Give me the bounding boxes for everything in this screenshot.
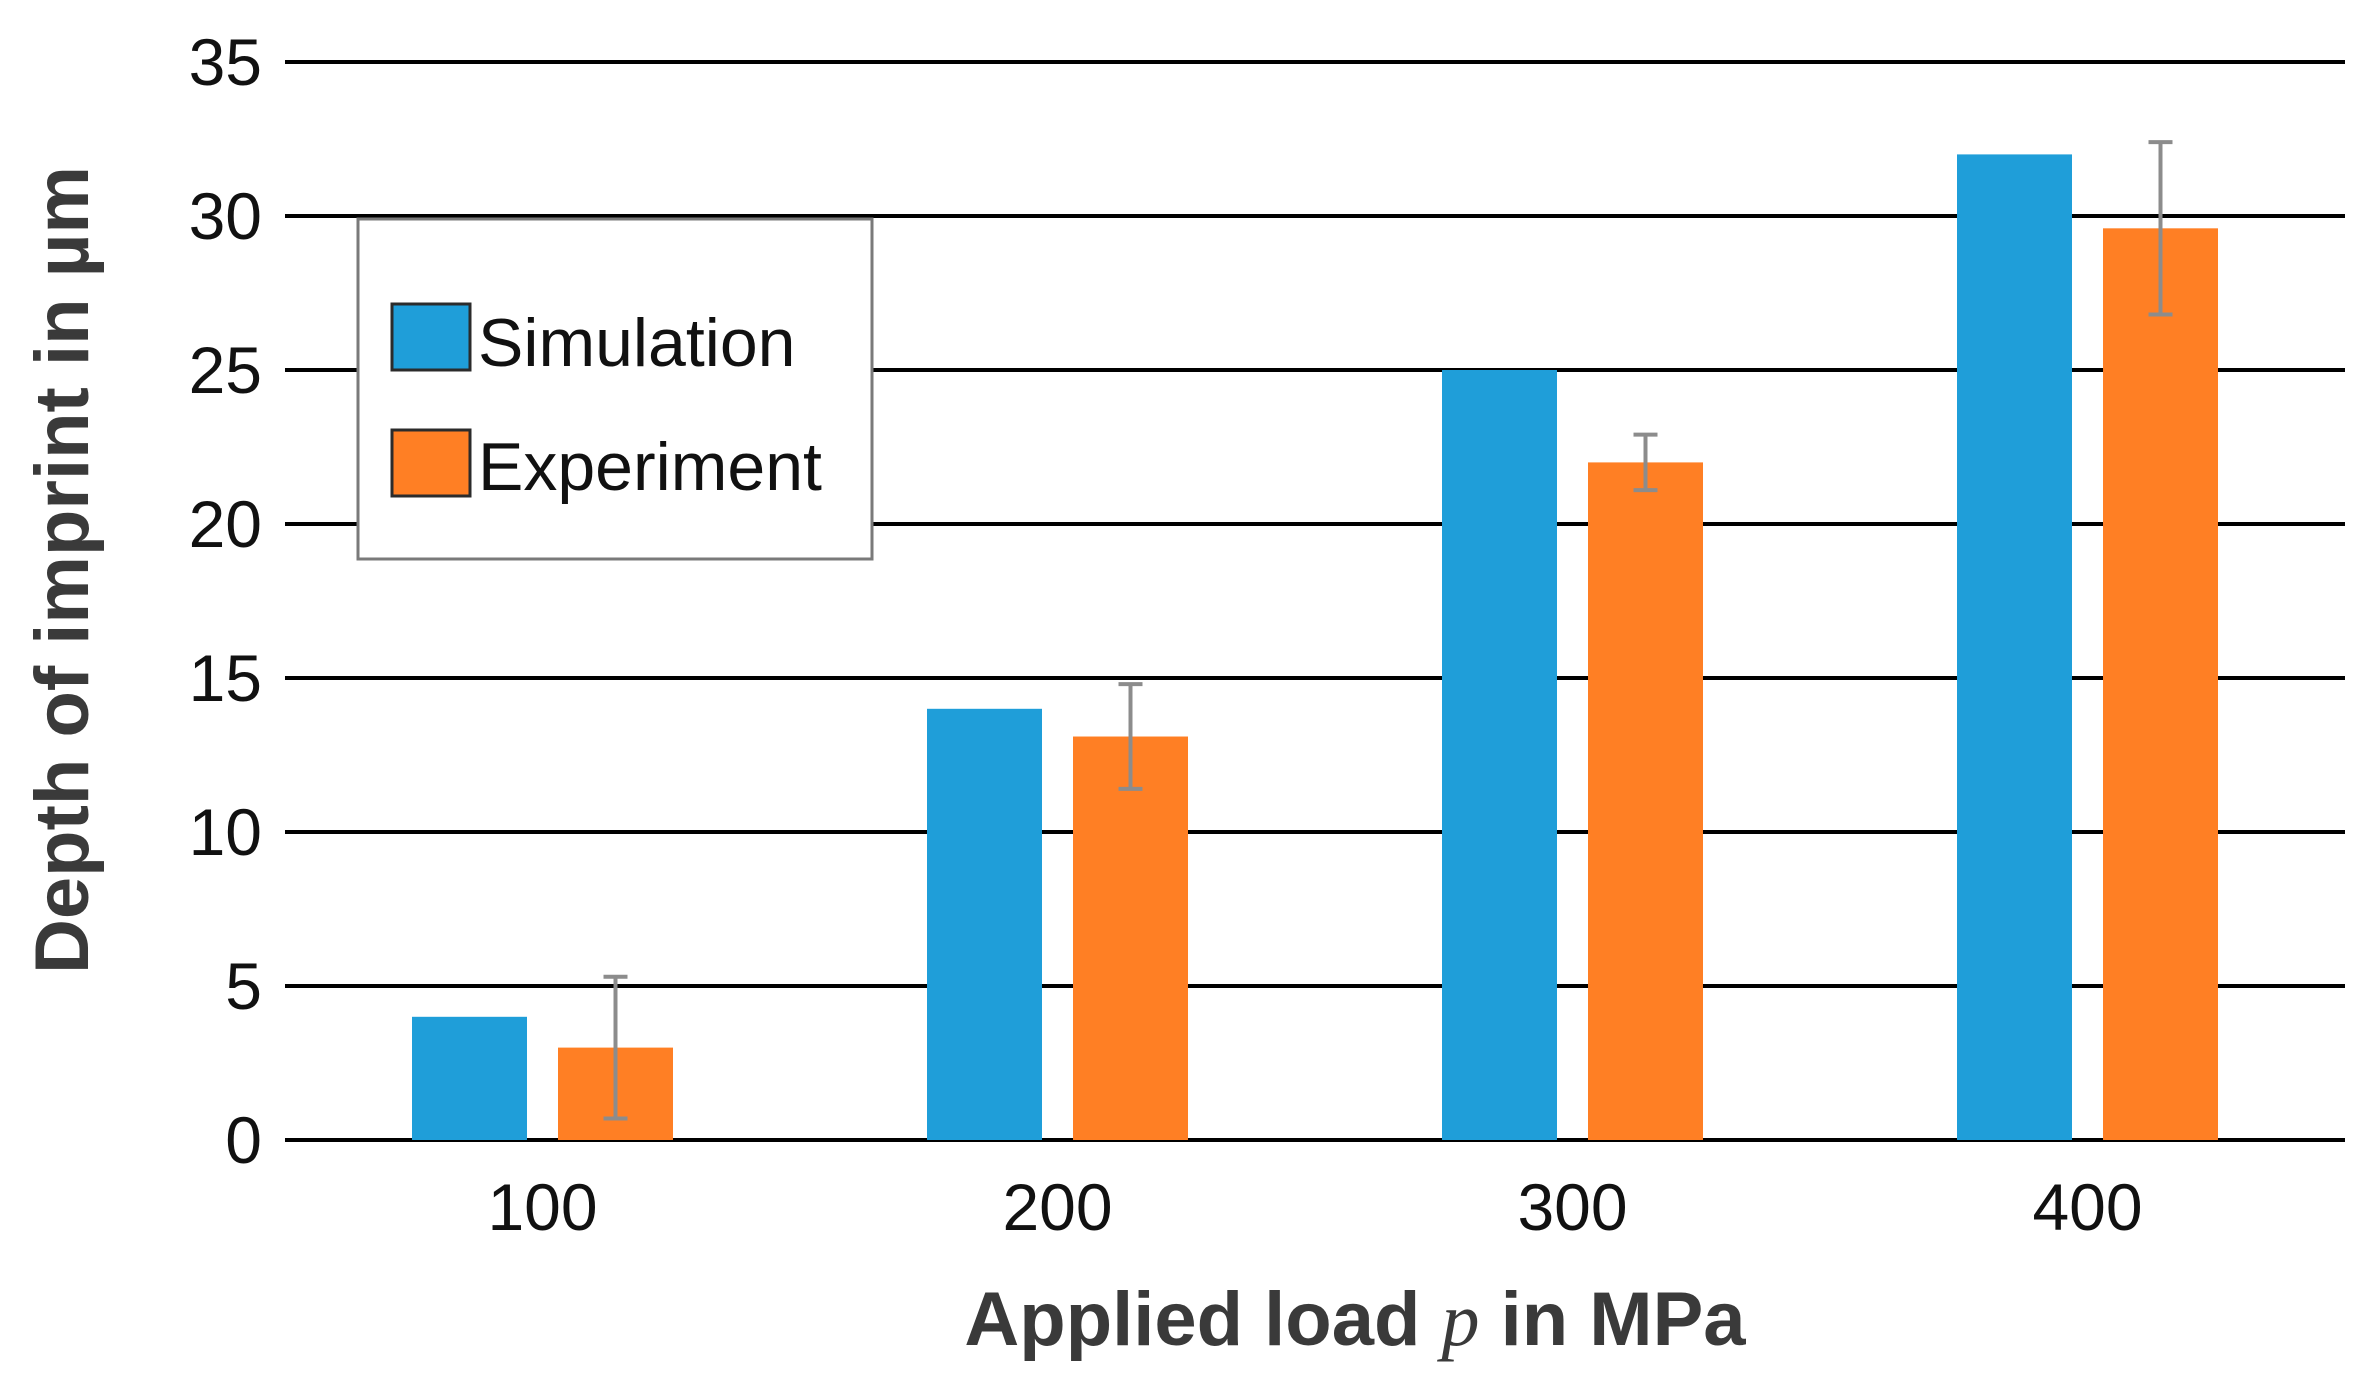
legend-swatch-experiment — [390, 428, 472, 498]
y-tick-label: 10 — [189, 795, 262, 869]
legend-box — [356, 217, 874, 561]
x-tick-label: 300 — [1517, 1170, 1627, 1244]
y-tick-label: 30 — [189, 179, 262, 253]
error-bars — [603, 140, 2173, 1121]
y-tick-label: 0 — [225, 1103, 262, 1177]
y-tick-label: 15 — [189, 641, 262, 715]
legend-swatch-simulation — [390, 302, 472, 372]
bar-experiment-300 — [1588, 462, 1703, 1140]
x-tick-label: 400 — [2032, 1170, 2142, 1244]
legend: Simulation Experiment — [356, 217, 874, 561]
y-tick-label: 5 — [225, 949, 262, 1023]
x-tick-label: 100 — [487, 1170, 597, 1244]
y-tick-label: 25 — [189, 333, 262, 407]
x-tick-labels: 100 200 300 400 — [487, 1170, 2142, 1244]
x-axis-title-prefix: Applied load — [964, 1277, 1441, 1362]
bar-simulation-300 — [1442, 370, 1557, 1140]
bar-simulation-400 — [1957, 154, 2072, 1140]
x-tick-label: 200 — [1002, 1170, 1112, 1244]
x-axis-title-variable: p — [1437, 1278, 1480, 1362]
x-axis-title-suffix: in MPa — [1480, 1277, 1747, 1362]
y-tick-label: 20 — [189, 487, 262, 561]
y-axis-title: Depth of imprint in µm — [20, 166, 105, 974]
legend-label-simulation: Simulation — [478, 305, 796, 381]
bar-simulation-100 — [412, 1016, 527, 1140]
bar-simulation-200 — [927, 708, 1042, 1140]
legend-label-experiment: Experiment — [478, 429, 822, 505]
bar-experiment-200 — [1073, 736, 1188, 1140]
y-tick-labels: 0 5 10 15 20 25 30 35 — [189, 25, 262, 1177]
x-axis-title: Applied load p in MPa — [964, 1277, 1746, 1362]
y-tick-label: 35 — [189, 25, 262, 99]
bar-experiment-400 — [2103, 228, 2218, 1140]
